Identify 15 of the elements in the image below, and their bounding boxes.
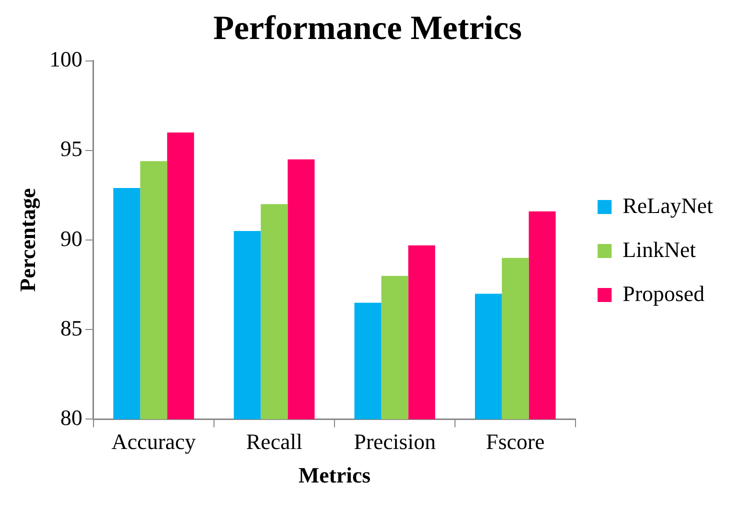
y-tick-label: 85 [60, 315, 82, 340]
chart-title: Performance Metrics [213, 10, 522, 48]
legend-label: LinkNet [622, 236, 696, 262]
x-axis-title: Metrics [298, 462, 371, 488]
y-axis-title: Percentage [14, 188, 40, 292]
x-tick-label: Accuracy [112, 429, 196, 454]
x-tick-label: Recall [246, 429, 302, 454]
y-tick-label: 95 [60, 136, 82, 162]
legend-label: ReLayNet [622, 192, 713, 218]
y-tick-label: 100 [49, 46, 82, 72]
x-tick-label: Precision [354, 429, 436, 454]
x-tick-label: Fscore [486, 429, 545, 454]
y-tick-label: 90 [60, 226, 82, 251]
legend-label: Proposed [622, 280, 704, 306]
y-tick-label: 80 [60, 404, 82, 430]
